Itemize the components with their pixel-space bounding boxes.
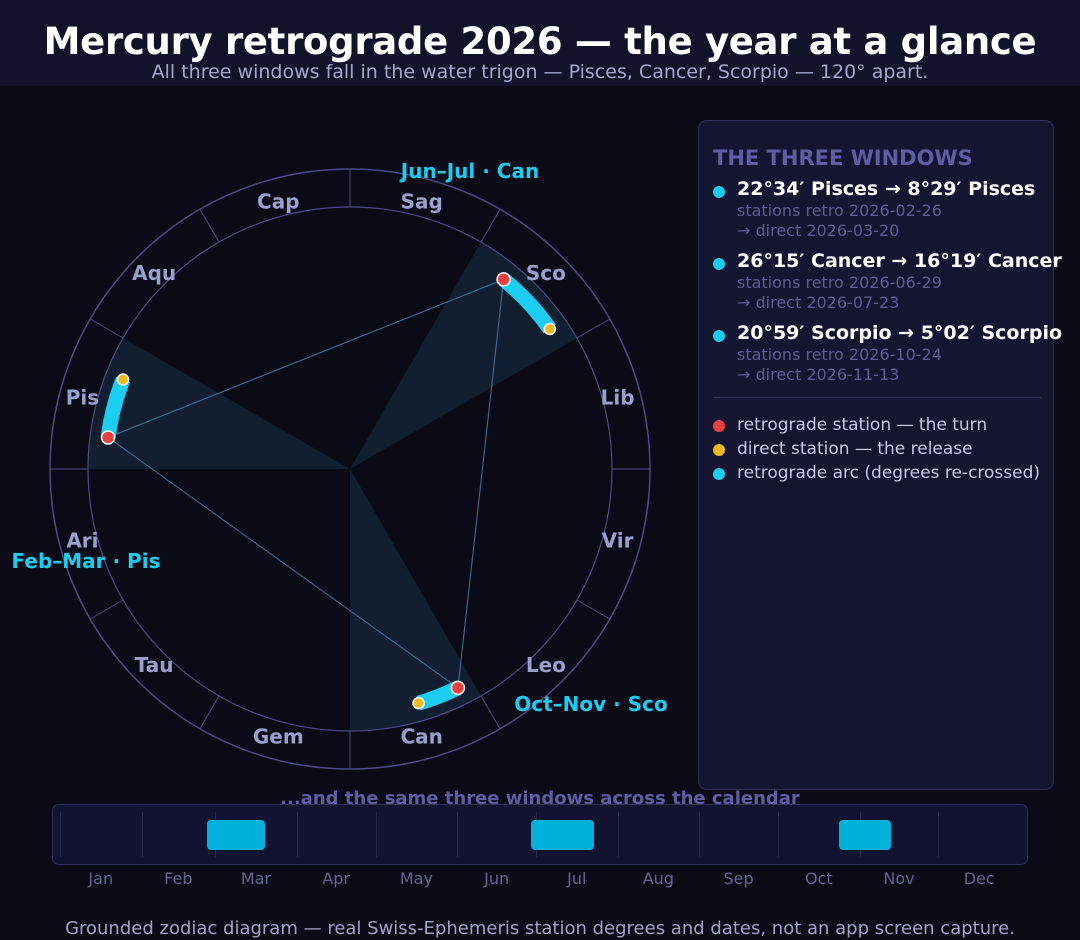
sign-boundary-tick (480, 208, 501, 243)
legend-label: direct station — the release (737, 439, 973, 459)
window-bullet-icon (713, 186, 725, 198)
cyan-dot-icon (713, 468, 725, 480)
retro-station-dot (100, 430, 116, 445)
window-bullet-icon (713, 330, 725, 342)
yellow-dot-icon (713, 444, 725, 456)
month-label-may: May (399, 869, 433, 888)
month-divider (296, 812, 298, 857)
window-label: Feb–Mar · Pis (12, 549, 161, 573)
header-band (0, 0, 1080, 86)
sign-boundary-tick (89, 318, 124, 339)
window-retro-date: stations retro 2026-10-24 (737, 345, 942, 364)
month-divider (141, 812, 143, 857)
window-retro-date: stations retro 2026-06-29 (737, 273, 942, 292)
water-sign-wedge (88, 338, 350, 469)
sign-label-sco: Sco (526, 261, 566, 285)
month-label-feb: Feb (164, 869, 193, 888)
retro-station-dot (496, 272, 511, 287)
page-title: Mercury retrograde 2026 — the year at a … (43, 20, 1037, 63)
month-label-jan: Jan (88, 869, 114, 888)
direct-station-dot (412, 696, 425, 710)
sign-label-pis: Pis (66, 385, 99, 409)
water-sign-wedge (350, 469, 481, 731)
legend-label: retrograde station — the turn (737, 415, 988, 435)
month-label-jun: Jun (484, 869, 510, 888)
month-divider (778, 812, 780, 857)
month-label-jul: Jul (567, 869, 587, 888)
sign-label-lib: Lib (601, 385, 635, 409)
window-range: 20°59′ Scorpio → 5°02′ Scorpio (737, 322, 1063, 344)
retrograde-window-block (838, 820, 892, 850)
window-range: 22°34′ Pisces → 8°29′ Pisces (737, 178, 1036, 200)
sign-label-cap: Cap (257, 189, 300, 213)
red-dot-icon (713, 420, 725, 432)
window-label: Jun–Jul · Can (399, 159, 539, 183)
windows-panel: THE THREE WINDOWS 22°34′ Pisces → 8°29′ … (698, 120, 1062, 790)
sign-boundary-tick (199, 208, 220, 243)
month-label-mar: Mar (240, 869, 272, 888)
calendar-heading: ...and the same three windows across the… (280, 788, 800, 809)
window-direct-date: → direct 2026-03-20 (737, 221, 900, 240)
sign-label-leo: Leo (526, 653, 566, 677)
zodiac-wheel: Ari Tau Gem Can Leo Vir Lib Sco Sag Cap Aqu Pis Feb… (12, 159, 668, 770)
panel-heading: THE THREE WINDOWS (713, 146, 973, 170)
sign-boundary-tick (576, 599, 611, 620)
sign-label-sag: Sag (401, 189, 443, 213)
sign-label-gem: Gem (253, 725, 304, 749)
month-divider (375, 812, 377, 857)
window-label: Oct–Nov · Sco (514, 692, 667, 716)
trine-line (457, 279, 505, 688)
window-direct-date: → direct 2026-11-13 (737, 365, 900, 384)
month-label-nov: Nov (883, 869, 915, 888)
trine-line (107, 278, 504, 438)
direct-station-dot (116, 373, 130, 386)
month-divider (60, 812, 61, 857)
trine-line (107, 436, 459, 689)
month-label-apr: Apr (322, 869, 350, 888)
window-range: 26°15′ Cancer → 16°19′ Cancer (737, 250, 1062, 272)
sign-label-aqu: Aqu (132, 261, 176, 285)
retrograde-window-block (530, 820, 594, 850)
window-retro-date: stations retro 2026-02-26 (737, 201, 942, 220)
sign-boundary-tick (576, 318, 611, 339)
month-label-sep: Sep (723, 869, 754, 888)
window-bullet-icon (713, 258, 725, 270)
month-divider (699, 812, 701, 857)
month-label-oct: Oct (804, 869, 833, 888)
month-divider (457, 812, 459, 857)
window-direct-date: → direct 2026-07-23 (737, 293, 900, 312)
month-divider (617, 812, 619, 857)
month-label-aug: Aug (642, 869, 674, 888)
retro-station-dot (450, 680, 466, 696)
direct-station-dot (543, 322, 557, 336)
sign-label-vir: Vir (602, 529, 634, 553)
sign-boundary-tick (480, 695, 501, 730)
sign-boundary-tick (89, 599, 124, 620)
retrograde-window-block (207, 820, 266, 850)
sign-label-ari: Ari (66, 529, 98, 553)
sign-boundary-tick (199, 695, 220, 730)
month-divider (938, 812, 940, 857)
page-subtitle: All three windows fall in the water trig… (151, 61, 929, 83)
month-label-dec: Dec (963, 869, 995, 888)
legend-label: retrograde arc (degrees re-crossed) (737, 463, 1041, 483)
sign-label-can: Can (400, 725, 442, 749)
footer-note: Grounded zodiac diagram — real Swiss-Eph… (65, 918, 1015, 939)
sign-label-tau: Tau (135, 653, 174, 677)
panel-divider (713, 397, 1041, 398)
